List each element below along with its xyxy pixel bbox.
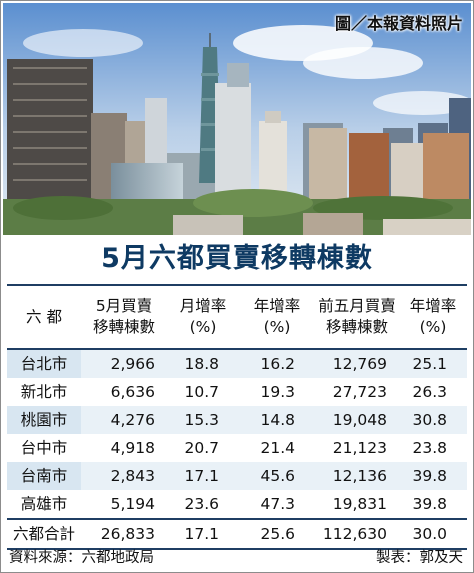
city-cell: 台中市 <box>7 434 81 462</box>
ytd-yoy-rate-cell: 39.8 <box>399 490 467 519</box>
mom-rate-cell: 23.6 <box>167 490 239 519</box>
mom-rate-cell: 18.8 <box>167 349 239 378</box>
city-cell: 桃園市 <box>7 406 81 434</box>
header-may-transfers: 5月買賣 移轉棟數 <box>81 284 167 349</box>
table-row: 高雄市 5,194 23.6 47.3 19,831 39.8 <box>7 490 467 519</box>
yoy-rate-cell: 21.4 <box>239 434 315 462</box>
transaction-table: 六 都 5月買賣 移轉棟數 月增率 (%) 年增率 (%) 前五月買賣 移轉棟數 年增率… <box>7 284 467 550</box>
city-cell: 高雄市 <box>7 490 81 519</box>
ytd-transfers-cell: 19,831 <box>315 490 399 519</box>
table-row: 新北市 6,636 10.7 19.3 27,723 26.3 <box>7 378 467 406</box>
ytd-transfers-cell: 12,136 <box>315 462 399 490</box>
header-ytd-yoy-rate: 年增率 (%) <box>399 284 467 349</box>
total-ytd-yoy-rate-cell: 30.0 <box>399 518 467 550</box>
table-row: 台北市 2,966 18.8 16.2 12,769 25.1 <box>7 349 467 378</box>
table-row: 台中市 4,918 20.7 21.4 21,123 23.8 <box>7 434 467 462</box>
photo-credit: 圖／本報資料照片 <box>334 14 463 33</box>
total-may-transfers-cell: 26,833 <box>81 518 167 550</box>
total-mom-rate-cell: 17.1 <box>167 518 239 550</box>
header-ytd-transfers: 前五月買賣 移轉棟數 <box>315 284 399 349</box>
mom-rate-cell: 15.3 <box>167 406 239 434</box>
mom-rate-cell: 17.1 <box>167 462 239 490</box>
may-transfers-cell: 4,918 <box>81 434 167 462</box>
yoy-rate-cell: 16.2 <box>239 349 315 378</box>
ytd-yoy-rate-cell: 26.3 <box>399 378 467 406</box>
may-transfers-cell: 6,636 <box>81 378 167 406</box>
mom-rate-cell: 10.7 <box>167 378 239 406</box>
table-maker: 製表：郭及天 <box>376 550 463 566</box>
table-row: 桃園市 4,276 15.3 14.8 19,048 30.8 <box>7 406 467 434</box>
may-transfers-cell: 4,276 <box>81 406 167 434</box>
mom-rate-cell: 20.7 <box>167 434 239 462</box>
data-source: 資料來源：六都地政局 <box>9 550 154 566</box>
ytd-yoy-rate-cell: 39.8 <box>399 462 467 490</box>
yoy-rate-cell: 45.6 <box>239 462 315 490</box>
total-ytd-transfers-cell: 112,630 <box>315 518 399 550</box>
footer: 資料來源：六都地政局 製表：郭及天 <box>9 546 465 566</box>
page-title: 5月六都買賣移轉棟數 <box>101 243 373 274</box>
yoy-rate-cell: 47.3 <box>239 490 315 519</box>
ytd-yoy-rate-cell: 25.1 <box>399 349 467 378</box>
header-mom-rate: 月增率 (%) <box>167 284 239 349</box>
table-total-row: 六都合計 26,833 17.1 25.6 112,630 30.0 <box>7 518 467 550</box>
table-row: 台南市 2,843 17.1 45.6 12,136 39.8 <box>7 462 467 490</box>
city-cell: 台北市 <box>7 349 81 378</box>
ytd-transfers-cell: 19,048 <box>315 406 399 434</box>
table-header-row: 六 都 5月買賣 移轉棟數 月增率 (%) 年增率 (%) 前五月買賣 移轉棟數 年增率… <box>7 284 467 349</box>
may-transfers-cell: 2,966 <box>81 349 167 378</box>
may-transfers-cell: 2,843 <box>81 462 167 490</box>
header-city: 六 都 <box>7 284 81 349</box>
yoy-rate-cell: 19.3 <box>239 378 315 406</box>
ytd-transfers-cell: 21,123 <box>315 434 399 462</box>
ytd-transfers-cell: 27,723 <box>315 378 399 406</box>
ytd-yoy-rate-cell: 23.8 <box>399 434 467 462</box>
may-transfers-cell: 5,194 <box>81 490 167 519</box>
total-yoy-rate-cell: 25.6 <box>239 518 315 550</box>
yoy-rate-cell: 14.8 <box>239 406 315 434</box>
ytd-yoy-rate-cell: 30.8 <box>399 406 467 434</box>
header-yoy-rate: 年增率 (%) <box>239 284 315 349</box>
total-label-cell: 六都合計 <box>7 518 81 550</box>
city-cell: 新北市 <box>7 378 81 406</box>
city-skyline-photo: 圖／本報資料照片 <box>3 3 471 235</box>
ytd-transfers-cell: 12,769 <box>315 349 399 378</box>
city-cell: 台南市 <box>7 462 81 490</box>
